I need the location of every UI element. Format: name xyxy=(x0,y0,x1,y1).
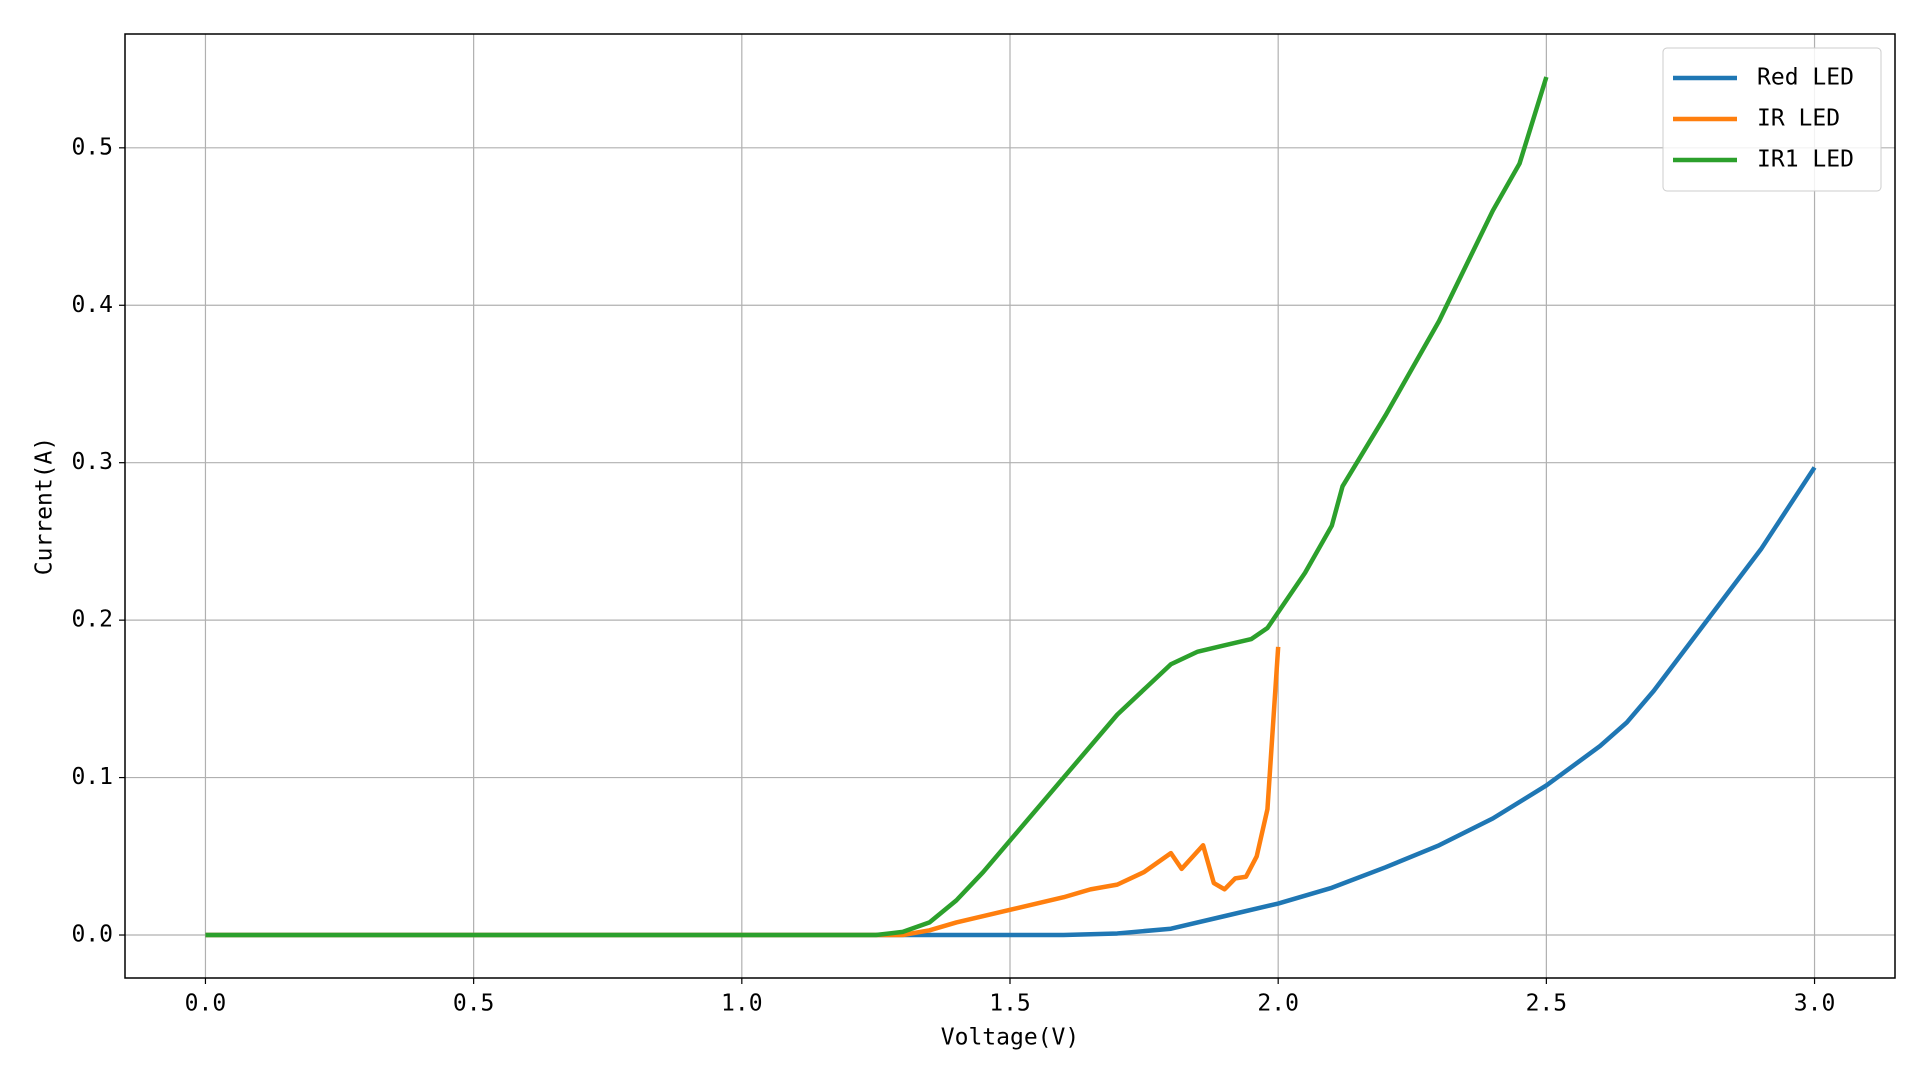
y-axis-label: Current(A) xyxy=(32,437,58,575)
series-line xyxy=(205,466,1817,938)
legend-label: IR LED xyxy=(1757,106,1840,132)
plot-frame xyxy=(124,33,1896,979)
y-tick-label: 0.3 xyxy=(71,449,113,475)
x-tick-label: 2.0 xyxy=(1257,991,1299,1017)
x-tick-label: 1.5 xyxy=(989,991,1031,1017)
legend-label: IR1 LED xyxy=(1757,147,1854,173)
legend-label: Red LED xyxy=(1757,65,1854,91)
legend-box xyxy=(1662,47,1882,192)
x-tick-label: 1.0 xyxy=(721,991,763,1017)
x-axis-label: Voltage(V) xyxy=(941,1025,1079,1051)
y-tick-label: 0.1 xyxy=(71,764,113,790)
y-tick-label: 0.0 xyxy=(71,922,113,948)
y-tick-label: 0.4 xyxy=(71,292,113,318)
x-tick-label: 0.0 xyxy=(185,991,227,1017)
y-tick-label: 0.5 xyxy=(71,134,113,160)
x-tick-label: 2.5 xyxy=(1526,991,1568,1017)
series-line xyxy=(205,646,1281,938)
series-line xyxy=(205,76,1549,938)
y-tick-label: 0.2 xyxy=(71,607,113,633)
x-tick-label: 0.5 xyxy=(453,991,495,1017)
x-tick-label: 3.0 xyxy=(1794,991,1836,1017)
